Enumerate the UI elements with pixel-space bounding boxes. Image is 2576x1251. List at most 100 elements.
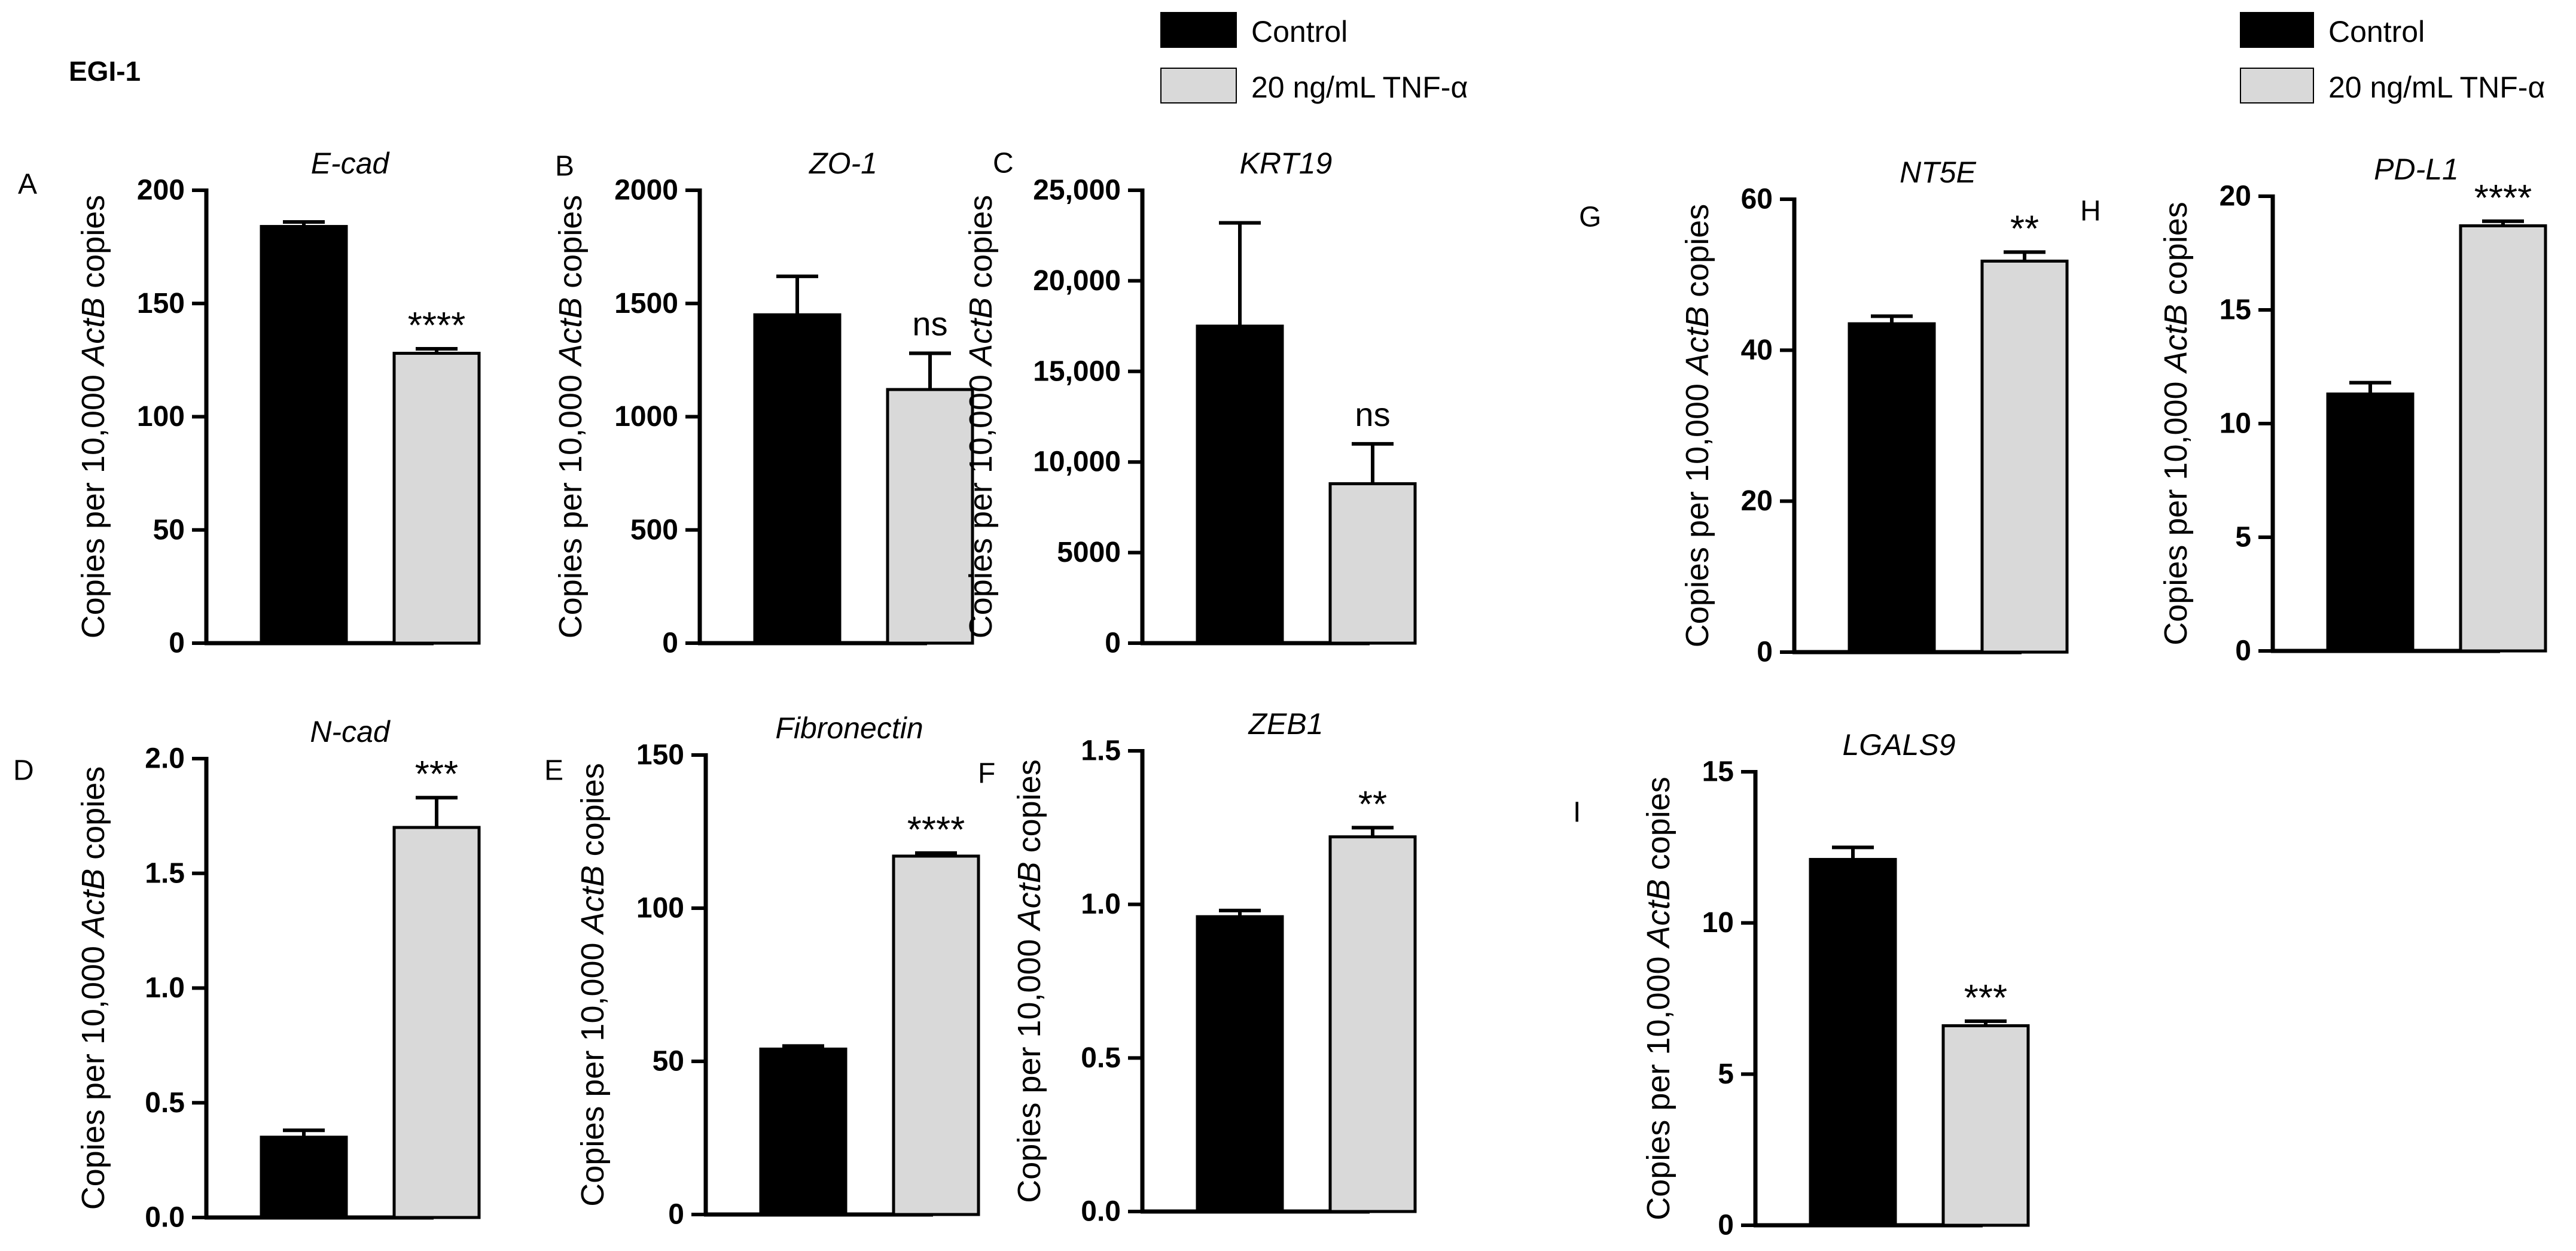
significance-label: **** xyxy=(907,809,965,851)
y-tick-label: 15,000 xyxy=(1033,355,1121,387)
legend-swatch-treatment xyxy=(2240,68,2314,104)
y-tick-label: 0 xyxy=(1718,1210,1734,1241)
legend-label-control: Control xyxy=(2328,15,2425,48)
bar-control xyxy=(759,1048,848,1216)
bar-treatment xyxy=(2459,224,2547,653)
legend-label-treatment: 20 ng/mL TNF-α xyxy=(2328,71,2545,104)
panel-D: D 0.0 0.5 1.0 1.5 2.0 Copies per 10,000 ActB c… xyxy=(13,715,481,1234)
y-tick-label: 20 xyxy=(1741,485,1773,517)
y-tick-label: 200 xyxy=(137,175,185,206)
bar-control xyxy=(1848,322,1936,654)
panel-title: E-cad xyxy=(311,147,391,180)
y-tick-label: 2.0 xyxy=(145,743,185,775)
y-tick-label: 50 xyxy=(153,514,185,546)
y-axis-label: Copies per 10,000 ActB copies xyxy=(2158,202,2194,645)
y-tick-label: 25,000 xyxy=(1033,175,1121,206)
y-tick-label: 0.5 xyxy=(145,1087,185,1119)
y-axis-label: Copies per 10,000 ActB copies xyxy=(575,763,611,1206)
y-tick-label: 5000 xyxy=(1057,537,1121,568)
significance-label: ** xyxy=(2010,208,2039,249)
panel-title: LGALS9 xyxy=(1842,728,1955,762)
significance-label: ns xyxy=(1355,395,1390,433)
bar-control xyxy=(1196,324,1284,645)
y-tick-label: 15 xyxy=(1702,756,1734,788)
panel-F: F 0.0 0.5 1.0 1.5 Copies per 10,000 ActB copi… xyxy=(978,707,1417,1228)
y-tick-label: 40 xyxy=(1741,334,1773,366)
legend-label-control: Control xyxy=(1251,15,1348,48)
y-axis-label: Copies per 10,000 ActB copies xyxy=(1679,204,1715,647)
bar-control xyxy=(753,313,842,645)
panel-letter: A xyxy=(18,169,37,200)
y-axis-label: Copies per 10,000 ActB copies xyxy=(75,766,111,1210)
panel-letter: B xyxy=(555,151,574,182)
significance-label: ** xyxy=(1358,784,1387,825)
bar-treatment xyxy=(1941,1024,2030,1227)
y-tick-label: 0 xyxy=(662,628,678,659)
panel-title: NT5E xyxy=(1900,156,1976,189)
bar-control xyxy=(260,225,348,645)
bar-control xyxy=(1196,915,1284,1213)
panel-title: N-cad xyxy=(310,715,391,748)
legend-label-treatment: 20 ng/mL TNF-α xyxy=(1251,71,1468,104)
y-tick-label: 0.0 xyxy=(145,1202,185,1234)
y-tick-label: 10,000 xyxy=(1033,446,1121,478)
y-tick-label: 1000 xyxy=(614,401,678,433)
y-tick-label: 1.0 xyxy=(145,972,185,1004)
y-tick-label: 0 xyxy=(1757,637,1773,668)
significance-label: **** xyxy=(2474,178,2532,219)
y-tick-label: 0 xyxy=(169,628,185,659)
y-tick-label: 0 xyxy=(668,1199,684,1231)
y-tick-label: 15 xyxy=(2220,294,2251,326)
panel-letter: E xyxy=(544,755,563,787)
panel-letter: C xyxy=(993,148,1014,179)
y-tick-label: 100 xyxy=(137,401,185,433)
bar-treatment xyxy=(392,352,481,645)
y-tick-label: 2000 xyxy=(614,175,678,206)
panel-B: B 0 500 1000 1500 2000 Copies per 10,000 ActB … xyxy=(553,147,974,659)
panel-title: Fibronectin xyxy=(775,711,923,745)
panel-A: A 0 50 100 150 200 Copies per 10,000 ActB copi… xyxy=(18,147,481,659)
significance-label: *** xyxy=(1964,978,2007,1019)
panel-letter: D xyxy=(13,755,34,787)
y-tick-label: 5 xyxy=(1718,1058,1734,1090)
y-axis-label: Copies per 10,000 ActB copies xyxy=(553,195,589,638)
y-tick-label: 0.0 xyxy=(1081,1196,1121,1228)
panel-C: C 0 5000 10,000 15,000 20,000 25,000 Copies per… xyxy=(963,147,1417,659)
y-tick-label: 5 xyxy=(2235,522,2251,553)
y-tick-label: 50 xyxy=(653,1046,684,1077)
y-tick-label: 0.5 xyxy=(1081,1042,1121,1074)
panel-letter: H xyxy=(2080,196,2101,227)
y-tick-label: 60 xyxy=(1741,184,1773,215)
y-tick-label: 20,000 xyxy=(1033,265,1121,297)
significance-label: *** xyxy=(415,754,458,795)
y-axis-label: Copies per 10,000 ActB copies xyxy=(1011,759,1047,1203)
y-tick-label: 150 xyxy=(636,739,684,771)
bar-treatment xyxy=(392,826,481,1219)
bar-treatment xyxy=(1980,259,2069,654)
panel-G: G 0 20 40 60 Copies per 10,000 ActB copies ** N… xyxy=(1579,156,2069,668)
bar-treatment xyxy=(1328,482,1417,645)
panel-title: KRT19 xyxy=(1240,147,1333,180)
bar-control xyxy=(2326,392,2415,653)
y-tick-label: 1500 xyxy=(614,288,678,319)
panel-I: I 0 5 10 15 Copies per 10,000 ActB copies *** L… xyxy=(1573,728,2030,1241)
bar-control xyxy=(260,1136,348,1219)
significance-label: ns xyxy=(912,305,947,343)
y-tick-label: 10 xyxy=(2220,408,2251,440)
bar-control xyxy=(1809,858,1897,1227)
panel-E: E 0 50 100 150 Copies per 10,000 ActB copies *… xyxy=(544,711,980,1231)
y-tick-label: 1.5 xyxy=(145,857,185,889)
y-tick-label: 1.5 xyxy=(1081,735,1121,767)
y-axis-label: Copies per 10,000 ActB copies xyxy=(1641,777,1676,1220)
bar-treatment xyxy=(886,388,974,645)
panel-H: H 0 5 10 15 20 Copies per 10,000 ActB copies **… xyxy=(2080,153,2547,667)
y-axis-label: Copies per 10,000 ActB copies xyxy=(963,195,999,638)
y-tick-label: 100 xyxy=(636,893,684,924)
legend-swatch-treatment xyxy=(1160,68,1237,104)
panel-title: PD-L1 xyxy=(2374,153,2459,186)
panel-letter: I xyxy=(1573,797,1581,829)
panel-title: ZEB1 xyxy=(1248,707,1323,741)
panel-letter: G xyxy=(1579,202,1601,233)
